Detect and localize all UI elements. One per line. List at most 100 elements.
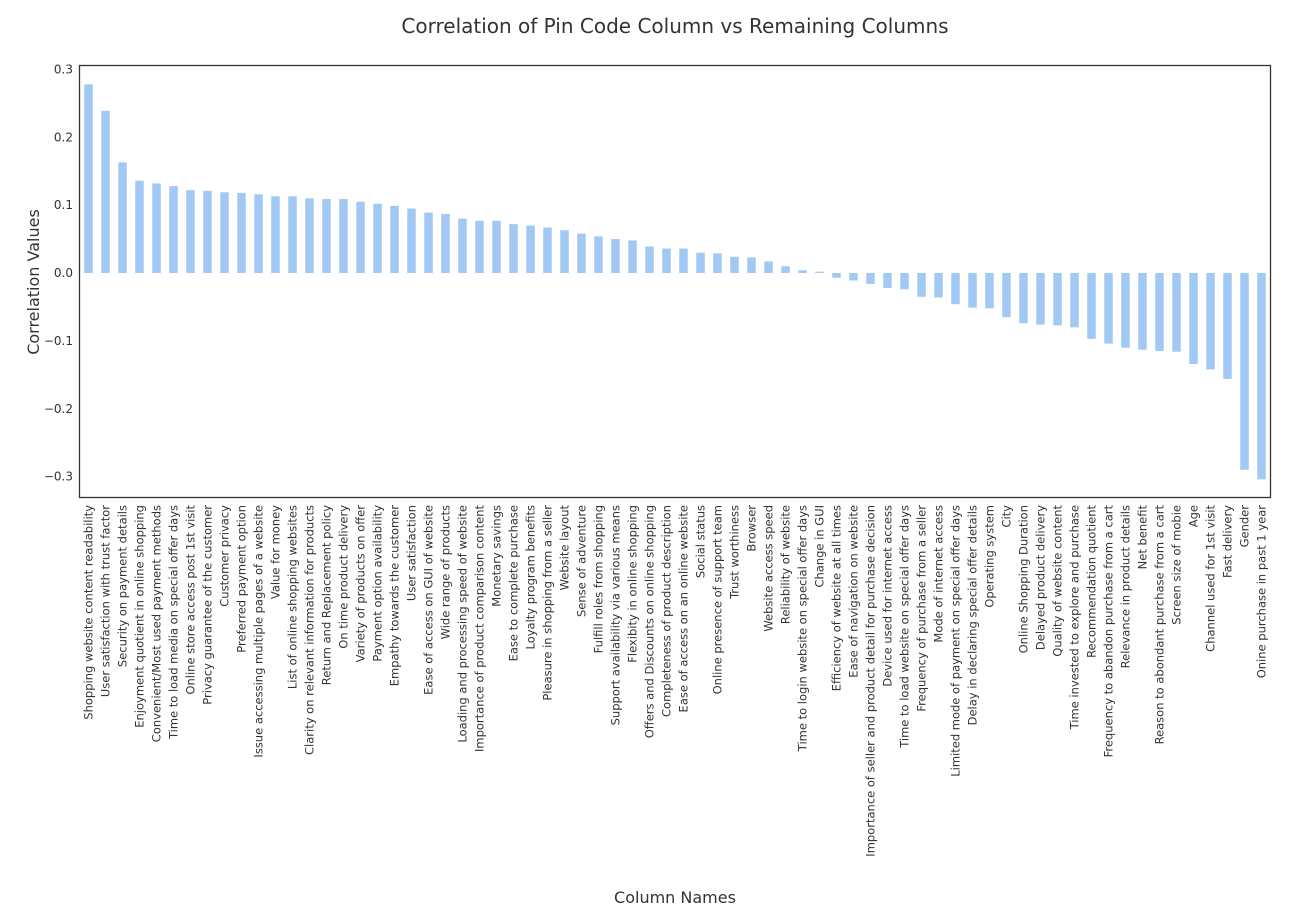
x-tick-label: On time product delivery <box>337 505 351 649</box>
x-tick-label: Loyalty program benefits <box>524 505 538 650</box>
bar <box>849 273 858 281</box>
bar <box>424 212 433 274</box>
x-tick-label: Flexibity in online shopping <box>626 505 640 663</box>
x-tick-label: Delayed product delivery <box>1034 505 1048 650</box>
x-tick-label: List of online shopping websites <box>286 505 300 689</box>
x-tick-label: Quality of website content <box>1051 505 1065 657</box>
x-tick-label: Recommendation quotient <box>1085 505 1099 658</box>
bar <box>1206 273 1215 370</box>
bar <box>339 199 348 274</box>
bar <box>237 192 246 274</box>
x-tick-label: Issue accessing multiple pages of a webs… <box>252 505 266 758</box>
x-tick-label: Fast delivery <box>1221 505 1235 578</box>
x-axis-tick-labels: Shopping website content readability User… <box>82 505 1269 857</box>
bar <box>322 199 331 274</box>
x-tick-label: Channel used for 1st visit <box>1204 505 1218 652</box>
bar <box>1087 273 1096 339</box>
x-tick-label: Ease of access on an online website <box>677 505 691 712</box>
bar <box>543 227 552 274</box>
bar <box>101 110 110 274</box>
y-tick-label: 0.1 <box>54 198 73 212</box>
bar <box>1138 273 1147 350</box>
x-tick-label: Support availability via various means <box>609 505 623 725</box>
bar <box>917 273 926 297</box>
bar <box>611 239 620 274</box>
x-tick-label: Website layout <box>558 505 572 591</box>
x-tick-label: Customer privacy <box>218 505 232 607</box>
x-tick-label: Ease to complete purchase <box>507 505 521 661</box>
x-tick-label: Efficiency of website at all times <box>830 505 844 691</box>
bar <box>1036 273 1045 325</box>
x-tick-label: Fulfill roles from shopping <box>592 505 606 653</box>
x-tick-label: Offers and Discounts on online shopping <box>643 505 657 738</box>
bar <box>475 220 484 274</box>
bars-group <box>84 84 1266 480</box>
bar <box>135 180 144 274</box>
x-tick-label: Payment option availability <box>371 505 385 662</box>
bar <box>492 220 501 274</box>
bar <box>815 271 824 274</box>
x-tick-label: Trust worthiness <box>728 505 742 600</box>
bar <box>781 266 790 274</box>
bar <box>288 196 297 274</box>
bar <box>934 273 943 298</box>
bar <box>169 186 178 274</box>
x-tick-label: Pleasure in shopping from a seller <box>541 505 555 701</box>
bar <box>713 253 722 274</box>
x-tick-label: Website access speed <box>762 505 776 632</box>
bar <box>951 273 960 305</box>
y-tick-label: 0.0 <box>54 266 73 280</box>
chart-title: Correlation of Pin Code Column vs Remain… <box>401 14 948 38</box>
bar <box>220 192 229 274</box>
bar <box>968 273 977 308</box>
x-tick-label: Frequency to abandon purchase from a car… <box>1102 505 1116 758</box>
x-tick-label: User satisfaction with trust factor <box>99 505 113 697</box>
bar <box>662 248 671 274</box>
x-axis-label: Column Names <box>614 888 736 907</box>
x-tick-label: Completeness of product description <box>660 505 674 717</box>
x-tick-label: Sense of adventure <box>575 505 589 617</box>
x-tick-label: Time to login website on special offer d… <box>796 505 810 752</box>
bar <box>373 203 382 274</box>
x-tick-label: Age <box>1187 505 1201 527</box>
x-tick-label: Online Shopping Duration <box>1017 505 1031 653</box>
x-tick-label: Monetary savings <box>490 505 504 607</box>
x-tick-label: Gender <box>1238 505 1252 548</box>
x-tick-label: User satisfaction <box>405 505 419 601</box>
x-tick-label: Reliability of website <box>779 505 793 624</box>
x-tick-label: Convenient/Most used payment methods <box>150 505 164 742</box>
bar <box>883 273 892 288</box>
x-tick-label: Ease of navigation on website <box>847 505 861 678</box>
x-tick-label: Screen size of mobie <box>1170 505 1184 625</box>
x-tick-label: Empathy towards the customer <box>388 505 402 686</box>
bar <box>1155 273 1164 352</box>
x-tick-label: Privacy guarantee of the customer <box>201 505 215 705</box>
x-tick-label: Shopping website content readability <box>82 505 96 720</box>
bar <box>203 190 212 274</box>
bar <box>526 225 535 274</box>
bar <box>118 162 127 274</box>
x-tick-label: Wide range of products <box>439 505 453 639</box>
y-axis-ticks: 0.3 0.2 0.1 0.0 −0.1 −0.2 −0.3 <box>44 62 73 483</box>
bar <box>696 252 705 274</box>
bar <box>577 233 586 274</box>
bar <box>560 230 569 274</box>
x-tick-label: Reason to abondant purchase from a cart <box>1153 505 1167 745</box>
bar <box>747 257 756 274</box>
x-tick-label: Loading and processing speed of website <box>456 505 470 743</box>
bar <box>1121 273 1130 348</box>
x-tick-label: Operating system <box>983 505 997 608</box>
x-tick-label: Time to load website on special offer da… <box>898 505 912 749</box>
x-tick-label: Online store access post 1st visit <box>184 505 198 695</box>
x-tick-label: Importance of seller and product detail … <box>864 505 878 857</box>
y-axis-label: Correlation Values <box>24 209 43 355</box>
bar <box>832 273 841 278</box>
bar <box>645 246 654 274</box>
bar <box>271 196 280 274</box>
x-tick-label: Mode of internet access <box>932 505 946 643</box>
bar <box>84 84 93 274</box>
bar <box>730 256 739 274</box>
bar <box>985 273 994 309</box>
bar <box>1257 273 1266 480</box>
